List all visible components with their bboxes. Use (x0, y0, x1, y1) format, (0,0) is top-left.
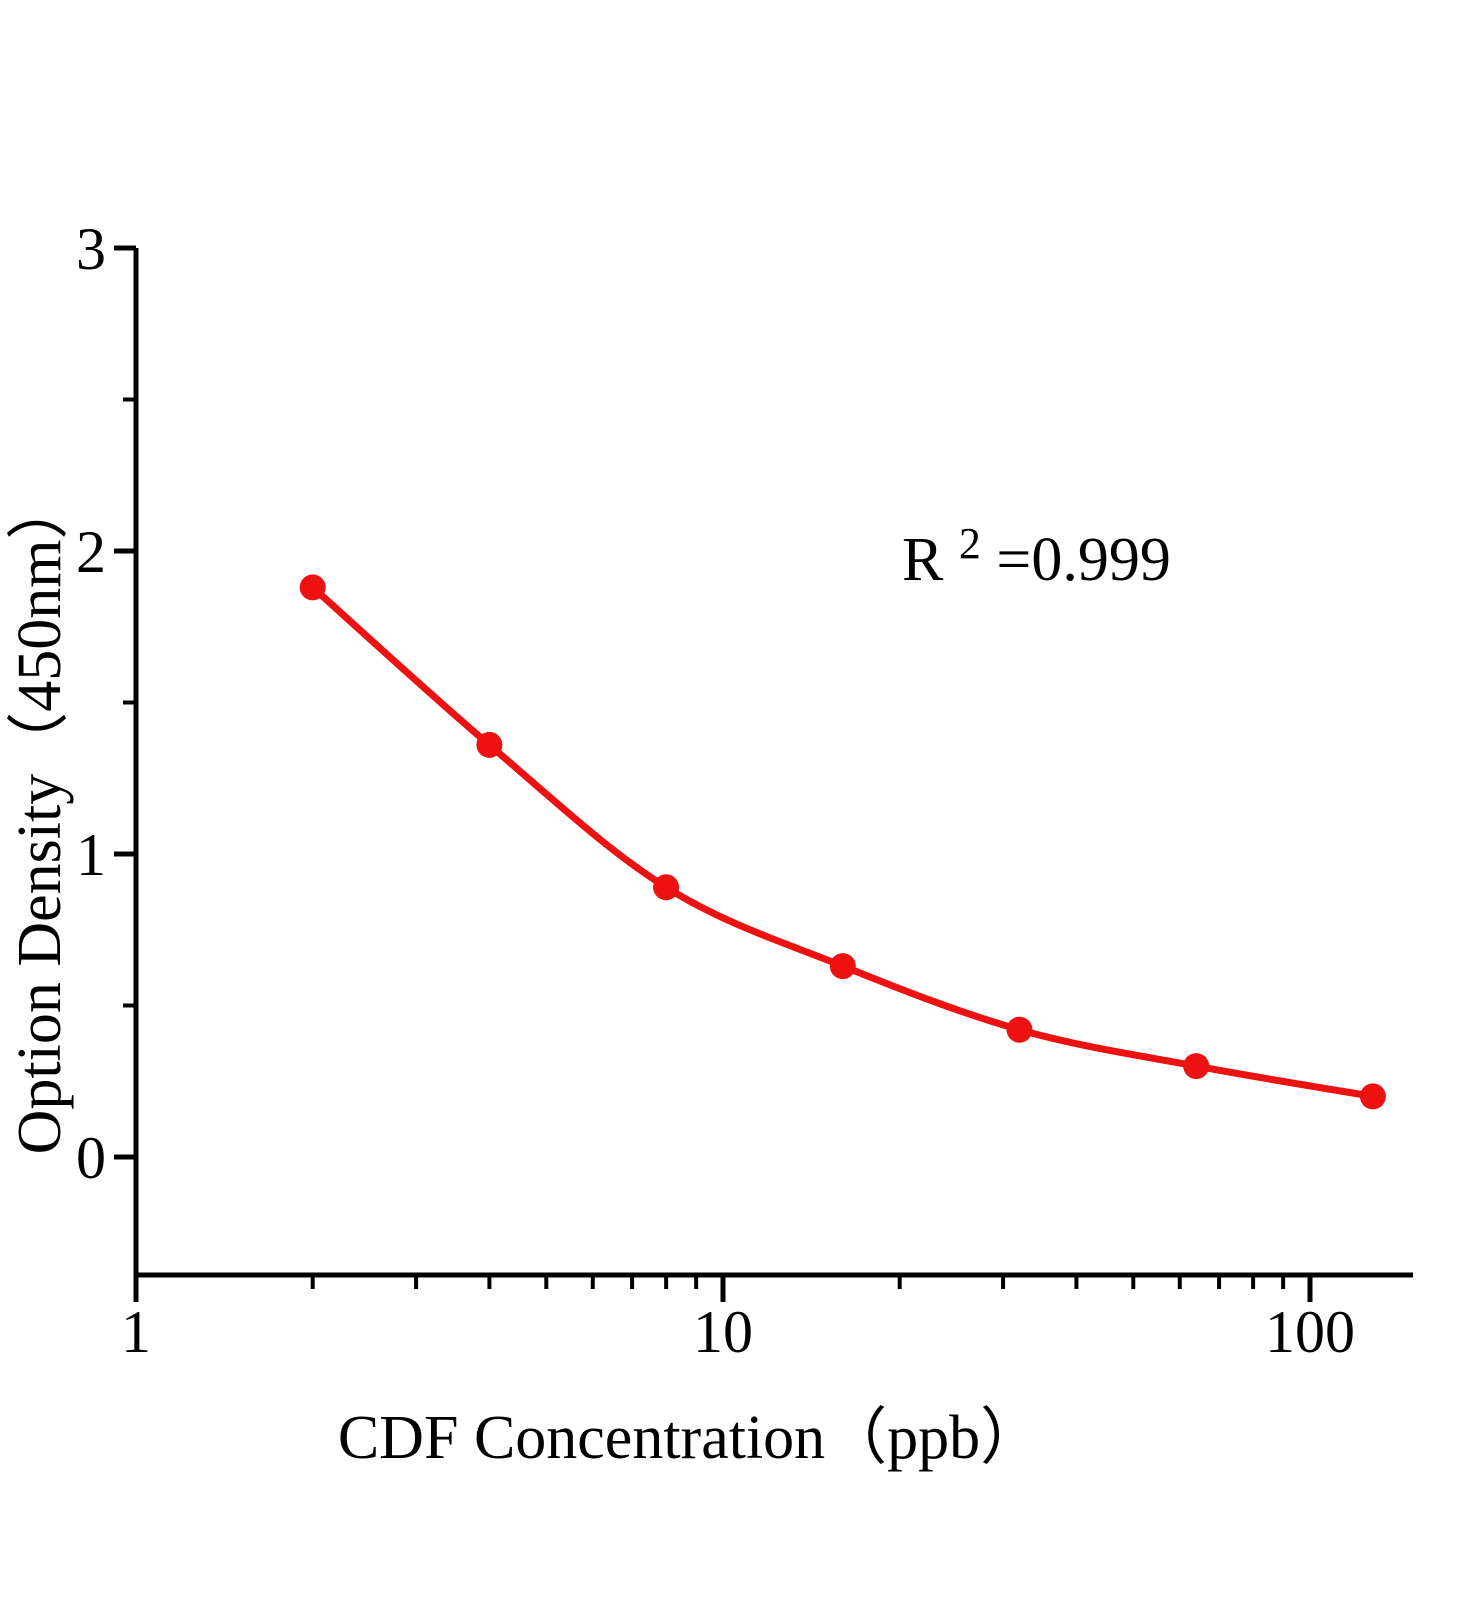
y-axis-title: Option Density（450nm） (6, 478, 74, 1155)
data-point (1359, 1083, 1386, 1110)
annotation-base: R (902, 526, 944, 594)
data-point (829, 953, 856, 980)
data-point (299, 574, 326, 601)
axes: 0 1 2 3 1 10 100 (76, 216, 1413, 1365)
data-point (1006, 1016, 1033, 1043)
y-tick-label: 0 (76, 1125, 106, 1191)
x-axis-title: CDF Concentration（ppb） (338, 1404, 1042, 1472)
x-tick-label: 1 (121, 1299, 151, 1365)
y-tick-label: 3 (76, 216, 106, 282)
data-point (476, 731, 503, 758)
x-tick-label: 100 (1265, 1299, 1355, 1365)
fitted-curve (309, 583, 1377, 1100)
data-point (653, 874, 680, 901)
annotation-rest: =0.999 (996, 526, 1170, 594)
y-tick-label: 2 (76, 519, 106, 585)
data-series (299, 574, 1386, 1110)
annotation-superscript: 2 (959, 519, 981, 568)
x-tick-label: 10 (693, 1299, 753, 1365)
r-squared-annotation: R 2 =0.999 (902, 504, 1171, 594)
data-point (1183, 1053, 1210, 1080)
y-tick-label: 1 (76, 822, 106, 888)
